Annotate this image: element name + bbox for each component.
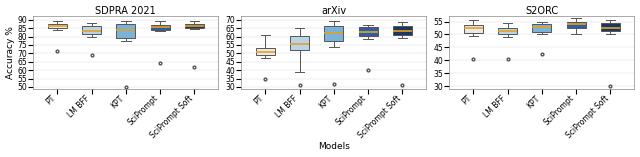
PathPatch shape [359, 27, 378, 36]
PathPatch shape [393, 26, 412, 35]
PathPatch shape [150, 25, 170, 30]
PathPatch shape [324, 26, 343, 41]
Y-axis label: Accuracy %: Accuracy % [6, 26, 15, 79]
PathPatch shape [82, 26, 101, 34]
PathPatch shape [290, 36, 309, 50]
PathPatch shape [256, 48, 275, 55]
PathPatch shape [567, 22, 586, 28]
Title: SDPRA 2021: SDPRA 2021 [95, 5, 156, 16]
PathPatch shape [601, 23, 620, 31]
PathPatch shape [464, 25, 483, 33]
Title: S2ORC: S2ORC [525, 5, 559, 16]
PathPatch shape [532, 24, 551, 32]
X-axis label: Models: Models [318, 142, 350, 152]
PathPatch shape [48, 24, 67, 28]
Title: arXiv: arXiv [321, 5, 346, 16]
PathPatch shape [185, 24, 204, 28]
PathPatch shape [116, 24, 135, 38]
PathPatch shape [498, 28, 517, 34]
